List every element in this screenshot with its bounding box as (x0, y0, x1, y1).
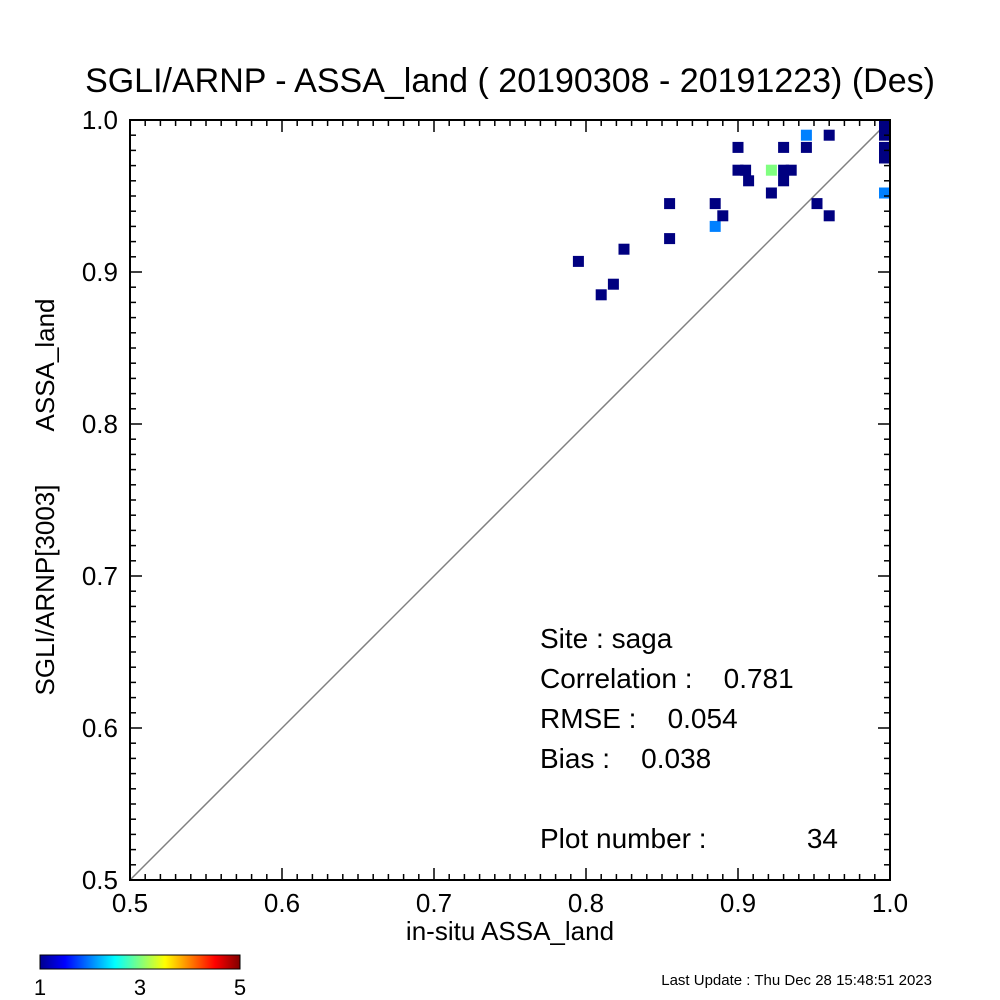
y-tick-label: 1.0 (82, 105, 118, 135)
stats-box: Site : saga Correlation : 0.781 RMSE : 0… (540, 623, 838, 854)
heatmap-cell (709, 220, 721, 232)
heatmap-cell (879, 120, 890, 131)
heatmap-cell (607, 278, 619, 290)
y-axis-label-line2: ASSA_land (30, 299, 60, 432)
colorbar-tick-max: 5 (234, 975, 246, 1000)
heatmap-cell (811, 198, 823, 210)
heatmap-cell (740, 164, 752, 176)
heatmap-cell (664, 233, 676, 245)
heatmap-cell (709, 198, 721, 210)
heatmap-cell (823, 210, 835, 222)
stats-plot-number-label: Plot number : (540, 823, 707, 854)
x-tick-label: 0.5 (112, 888, 148, 918)
stats-site: Site : saga (540, 623, 673, 654)
heatmap-cell (595, 289, 607, 301)
heatmap-cell (879, 141, 890, 153)
x-tick-label: 0.8 (568, 888, 604, 918)
axis-ticks (129, 119, 891, 881)
colorbar: 1 3 5 (34, 954, 246, 1000)
last-update: Last Update : Thu Dec 28 15:48:51 2023 (661, 972, 932, 989)
heatmap-cell (743, 175, 755, 187)
heatmap-cell (800, 129, 812, 141)
colorbar-tick-mid: 3 (134, 975, 146, 1000)
colorbar-tick-min: 1 (34, 975, 46, 1000)
y-tick-labels: 0.5 0.6 0.7 0.8 0.9 1.0 (82, 105, 118, 895)
y-tick-label: 0.5 (82, 865, 118, 895)
y-tick-label: 0.8 (82, 409, 118, 439)
y-tick-label: 0.7 (82, 561, 118, 591)
heatmap-cell (572, 255, 584, 267)
heatmap-cell (785, 164, 797, 176)
stats-rmse: RMSE : 0.054 (540, 703, 738, 734)
heatmap-cell (732, 164, 744, 176)
stats-correlation: Correlation : 0.781 (540, 663, 794, 694)
x-tick-label: 0.7 (416, 888, 452, 918)
y-tick-label: 0.9 (82, 257, 118, 287)
x-tick-label: 0.9 (720, 888, 756, 918)
heatmap-cell (879, 187, 890, 199)
chart-title: SGLI/ARNP - ASSA_land ( 20190308 - 20191… (85, 62, 935, 100)
x-tick-label: 1.0 (872, 888, 908, 918)
x-tick-labels: 0.5 0.6 0.7 0.8 0.9 1.0 (112, 888, 908, 918)
heatmap-cell (664, 198, 676, 210)
y-tick-label: 0.6 (82, 713, 118, 743)
one-to-one-line (129, 119, 891, 881)
heatmap-cell (618, 243, 630, 255)
heatmap-cell (800, 141, 812, 153)
stats-bias: Bias : 0.038 (540, 743, 711, 774)
heatmap-cell (765, 164, 777, 176)
heatmap-cell (879, 152, 890, 164)
heatmap-cell (778, 175, 790, 187)
stats-plot-number-value: 34 (807, 823, 838, 854)
heatmap-cell (778, 164, 790, 176)
heatmap-cell (778, 141, 790, 153)
x-axis-label: in-situ ASSA_land (406, 916, 614, 946)
heatmap-cell (732, 141, 744, 153)
y-axis-label-line1: SGLI/ARNP[3003] (30, 485, 60, 696)
heatmap-cell (765, 187, 777, 199)
heatmap-cell (717, 210, 729, 222)
colorbar-gradient (39, 954, 241, 970)
heatmap-cell (823, 129, 835, 141)
x-tick-label: 0.6 (264, 888, 300, 918)
